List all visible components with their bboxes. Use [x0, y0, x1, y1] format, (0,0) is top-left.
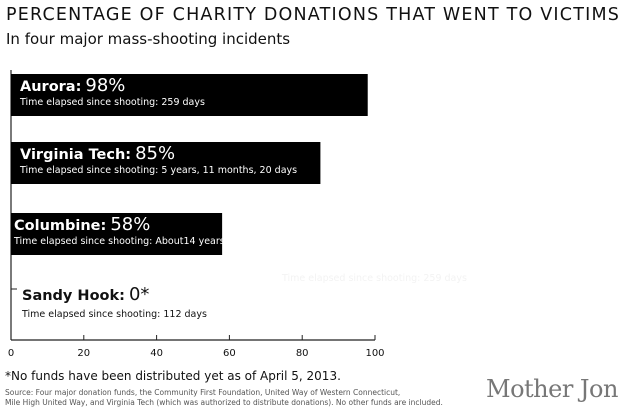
category-label: Aurora:: [20, 79, 82, 95]
bar-columbine: [11, 213, 223, 255]
bar-label: Sandy Hook: 0* Time elapsed since shooting…: [22, 284, 207, 320]
time-elapsed-label: Time elapsed since shooting: 112 days: [22, 309, 207, 320]
bar-label: Virginia Tech: 85% Time elapsed since shoo…: [20, 143, 297, 176]
value-label: 85%: [135, 143, 176, 164]
footnote: *No funds have been distributed yet as o…: [5, 369, 341, 383]
chart-subtitle: In four major mass-shooting incidents: [6, 30, 291, 48]
x-tick-label: 60: [223, 348, 236, 359]
bar-label: Aurora: 98% Time elapsed since shooting: 2…: [20, 75, 205, 108]
value-label: 98%: [85, 75, 126, 96]
x-tick-label: 80: [295, 348, 309, 359]
time-elapsed-label: Time elapsed since shooting: About14 yea…: [14, 236, 225, 247]
category-label: Virginia Tech:: [20, 147, 132, 163]
value-label: 58%: [110, 214, 151, 235]
category-label: Columbine:: [14, 218, 107, 234]
bar-aurora: [11, 74, 368, 116]
time-elapsed-label: Time elapsed since shooting: 5 years, 11…: [20, 165, 298, 176]
value-label: 0*: [128, 284, 150, 305]
bar-label: Columbine: 58% Time elapsed since shooting…: [14, 214, 225, 247]
chart-title: PERCENTAGE OF CHARITY DONATIONS THAT WEN…: [6, 5, 618, 25]
ghost-text: Time elapsed since shooting: 259 days: [282, 273, 467, 284]
source-line-2: Mile High United Way, and Virginia Tech …: [5, 398, 443, 407]
x-tick-label: 0: [7, 348, 15, 359]
x-tick-label: 100: [365, 348, 385, 359]
time-elapsed-label: Time elapsed since shooting: 259 days: [20, 97, 205, 108]
x-tick-label: 40: [150, 348, 163, 359]
bar-virginia-tech: [11, 142, 321, 184]
x-tick-label: 20: [77, 348, 91, 359]
category-label: Sandy Hook:: [22, 288, 125, 304]
mother-jones-logo: Mother Jones: [486, 375, 618, 403]
source-line-1: Source: Four major donation funds, the C…: [5, 388, 401, 397]
